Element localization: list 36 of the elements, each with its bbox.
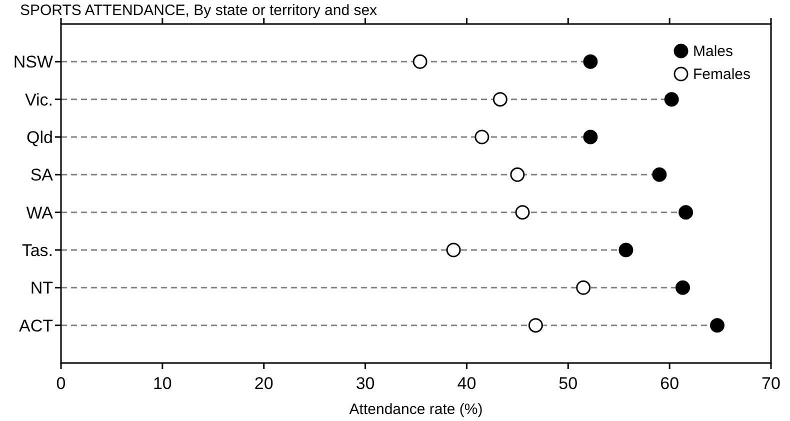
point xyxy=(446,242,461,258)
y-tick-label: NT xyxy=(30,278,53,298)
x-tick-label: 10 xyxy=(152,374,172,393)
point xyxy=(678,205,694,220)
chart-title: SPORTS ATTENDANCE, By state or territory and sex xyxy=(20,2,378,19)
point xyxy=(583,54,598,69)
y-tick-label: Vic. xyxy=(24,90,53,110)
x-tick-label: 30 xyxy=(356,374,375,393)
y-tick-label: SA xyxy=(30,166,54,185)
legend-label: Males xyxy=(693,43,734,60)
x-tick-label: 50 xyxy=(558,374,578,393)
x-tick-label: 60 xyxy=(660,374,680,393)
x-tick-label: 70 xyxy=(762,374,780,393)
y-tick-label: WA xyxy=(26,203,54,222)
point xyxy=(576,280,591,295)
point xyxy=(412,54,428,69)
x-tick-label: 40 xyxy=(457,374,476,393)
point xyxy=(474,130,490,144)
y-tick-label: NSW xyxy=(13,52,53,72)
point xyxy=(510,167,525,182)
y-tick-label: Qld xyxy=(26,128,53,147)
legend-label: Females xyxy=(693,66,751,83)
point xyxy=(528,318,543,333)
y-tick-label: Tas. xyxy=(22,241,53,260)
point xyxy=(710,318,724,333)
point xyxy=(583,130,598,144)
point xyxy=(676,280,690,295)
x-tick-label: 20 xyxy=(254,374,274,393)
point xyxy=(492,92,508,107)
x-axis-title: Attendance rate (%) xyxy=(349,401,483,418)
point xyxy=(664,92,679,107)
point xyxy=(618,242,634,258)
x-tick-label: 0 xyxy=(56,374,66,393)
point xyxy=(652,167,667,182)
y-tick-label: ACT xyxy=(19,316,53,336)
point xyxy=(515,205,530,220)
